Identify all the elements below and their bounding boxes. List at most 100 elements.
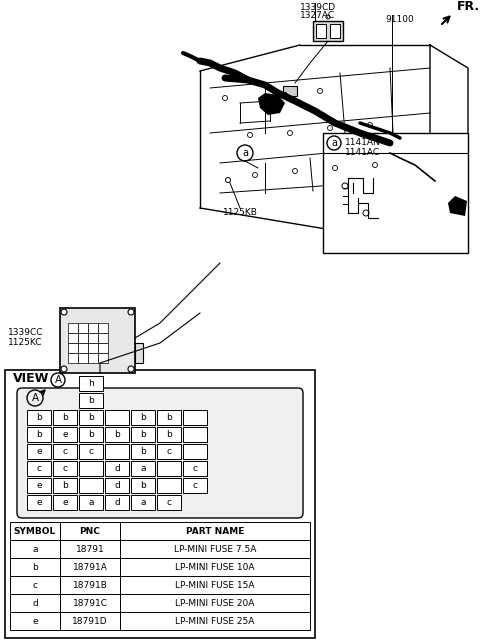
Bar	[27, 410, 51, 425]
Circle shape	[61, 366, 67, 372]
Bar	[79, 444, 103, 459]
Bar	[105, 495, 129, 510]
Bar	[27, 495, 51, 510]
Bar	[330, 24, 340, 38]
Text: LP-MINI FUSE 15A: LP-MINI FUSE 15A	[175, 581, 255, 590]
Text: b: b	[88, 430, 94, 439]
Bar	[135, 343, 143, 363]
Bar	[131, 478, 155, 493]
Bar	[88, 323, 98, 333]
Text: b: b	[88, 413, 94, 422]
Bar	[412, 167, 424, 175]
Bar	[157, 495, 181, 510]
Text: b: b	[166, 413, 172, 422]
Bar	[68, 353, 78, 363]
Bar	[105, 444, 129, 459]
Text: c: c	[192, 464, 197, 473]
Text: d: d	[32, 599, 38, 608]
Bar	[426, 176, 438, 184]
Text: LP-MINI FUSE 7.5A: LP-MINI FUSE 7.5A	[174, 545, 256, 554]
Bar	[98, 343, 108, 353]
Bar	[157, 478, 181, 493]
Text: A: A	[31, 393, 38, 403]
Bar	[27, 461, 51, 476]
Bar	[157, 461, 181, 476]
Bar	[157, 444, 181, 459]
Text: A: A	[54, 375, 61, 385]
Text: LP-MINI FUSE 20A: LP-MINI FUSE 20A	[175, 599, 255, 608]
Bar	[183, 478, 207, 493]
Bar	[394, 157, 406, 165]
Bar	[78, 353, 88, 363]
Bar	[79, 461, 103, 476]
Bar	[60, 576, 120, 594]
Bar	[10, 594, 60, 612]
Text: b: b	[140, 481, 146, 490]
Bar	[88, 353, 98, 363]
Bar	[105, 478, 129, 493]
Polygon shape	[448, 196, 467, 216]
Bar	[60, 308, 135, 373]
Text: d: d	[114, 498, 120, 507]
Bar	[60, 540, 120, 558]
Bar	[68, 333, 78, 343]
Bar	[10, 576, 60, 594]
Text: 1141AC: 1141AC	[345, 148, 380, 157]
Text: b: b	[140, 430, 146, 439]
Text: b: b	[88, 396, 94, 405]
Bar	[88, 333, 98, 343]
Text: e: e	[36, 481, 42, 490]
FancyBboxPatch shape	[17, 388, 303, 518]
Bar	[131, 427, 155, 442]
Text: SYMBOL: SYMBOL	[14, 527, 56, 536]
Bar	[120, 594, 310, 612]
Bar	[68, 323, 78, 333]
Text: b: b	[62, 413, 68, 422]
Bar	[105, 410, 129, 425]
Text: a: a	[140, 498, 146, 507]
Bar	[60, 612, 120, 630]
Text: LP-MINI FUSE 10A: LP-MINI FUSE 10A	[175, 563, 255, 572]
Text: a: a	[242, 148, 248, 158]
Text: 1339CD: 1339CD	[300, 3, 336, 12]
Bar	[53, 461, 77, 476]
Bar	[79, 410, 103, 425]
Bar	[157, 410, 181, 425]
Bar	[105, 427, 129, 442]
Bar	[131, 461, 155, 476]
Text: 1125KB: 1125KB	[223, 208, 257, 217]
Bar	[60, 558, 120, 576]
Text: c: c	[33, 581, 37, 590]
Bar	[10, 612, 60, 630]
Text: b: b	[166, 430, 172, 439]
Text: a: a	[32, 545, 38, 554]
Text: 18791C: 18791C	[72, 599, 108, 608]
Bar	[120, 558, 310, 576]
Bar	[183, 461, 207, 476]
Bar	[10, 540, 60, 558]
Text: c: c	[62, 447, 68, 456]
Text: d: d	[114, 464, 120, 473]
Circle shape	[128, 309, 134, 315]
Text: b: b	[32, 563, 38, 572]
Text: 18791D: 18791D	[72, 617, 108, 626]
Bar	[79, 393, 103, 408]
Bar	[60, 522, 120, 540]
Text: b: b	[62, 481, 68, 490]
Bar	[120, 612, 310, 630]
Bar	[27, 444, 51, 459]
Bar	[78, 343, 88, 353]
Text: c: c	[62, 464, 68, 473]
Bar	[53, 495, 77, 510]
Bar	[5, 370, 315, 638]
Text: 1339CC: 1339CC	[8, 328, 44, 337]
Text: e: e	[62, 430, 68, 439]
Text: c: c	[167, 447, 171, 456]
Bar	[131, 495, 155, 510]
Text: b: b	[140, 447, 146, 456]
Text: PART NAME: PART NAME	[186, 527, 244, 536]
Polygon shape	[258, 93, 285, 115]
Text: e: e	[32, 617, 38, 626]
Circle shape	[61, 309, 67, 315]
Text: 18791: 18791	[76, 545, 104, 554]
